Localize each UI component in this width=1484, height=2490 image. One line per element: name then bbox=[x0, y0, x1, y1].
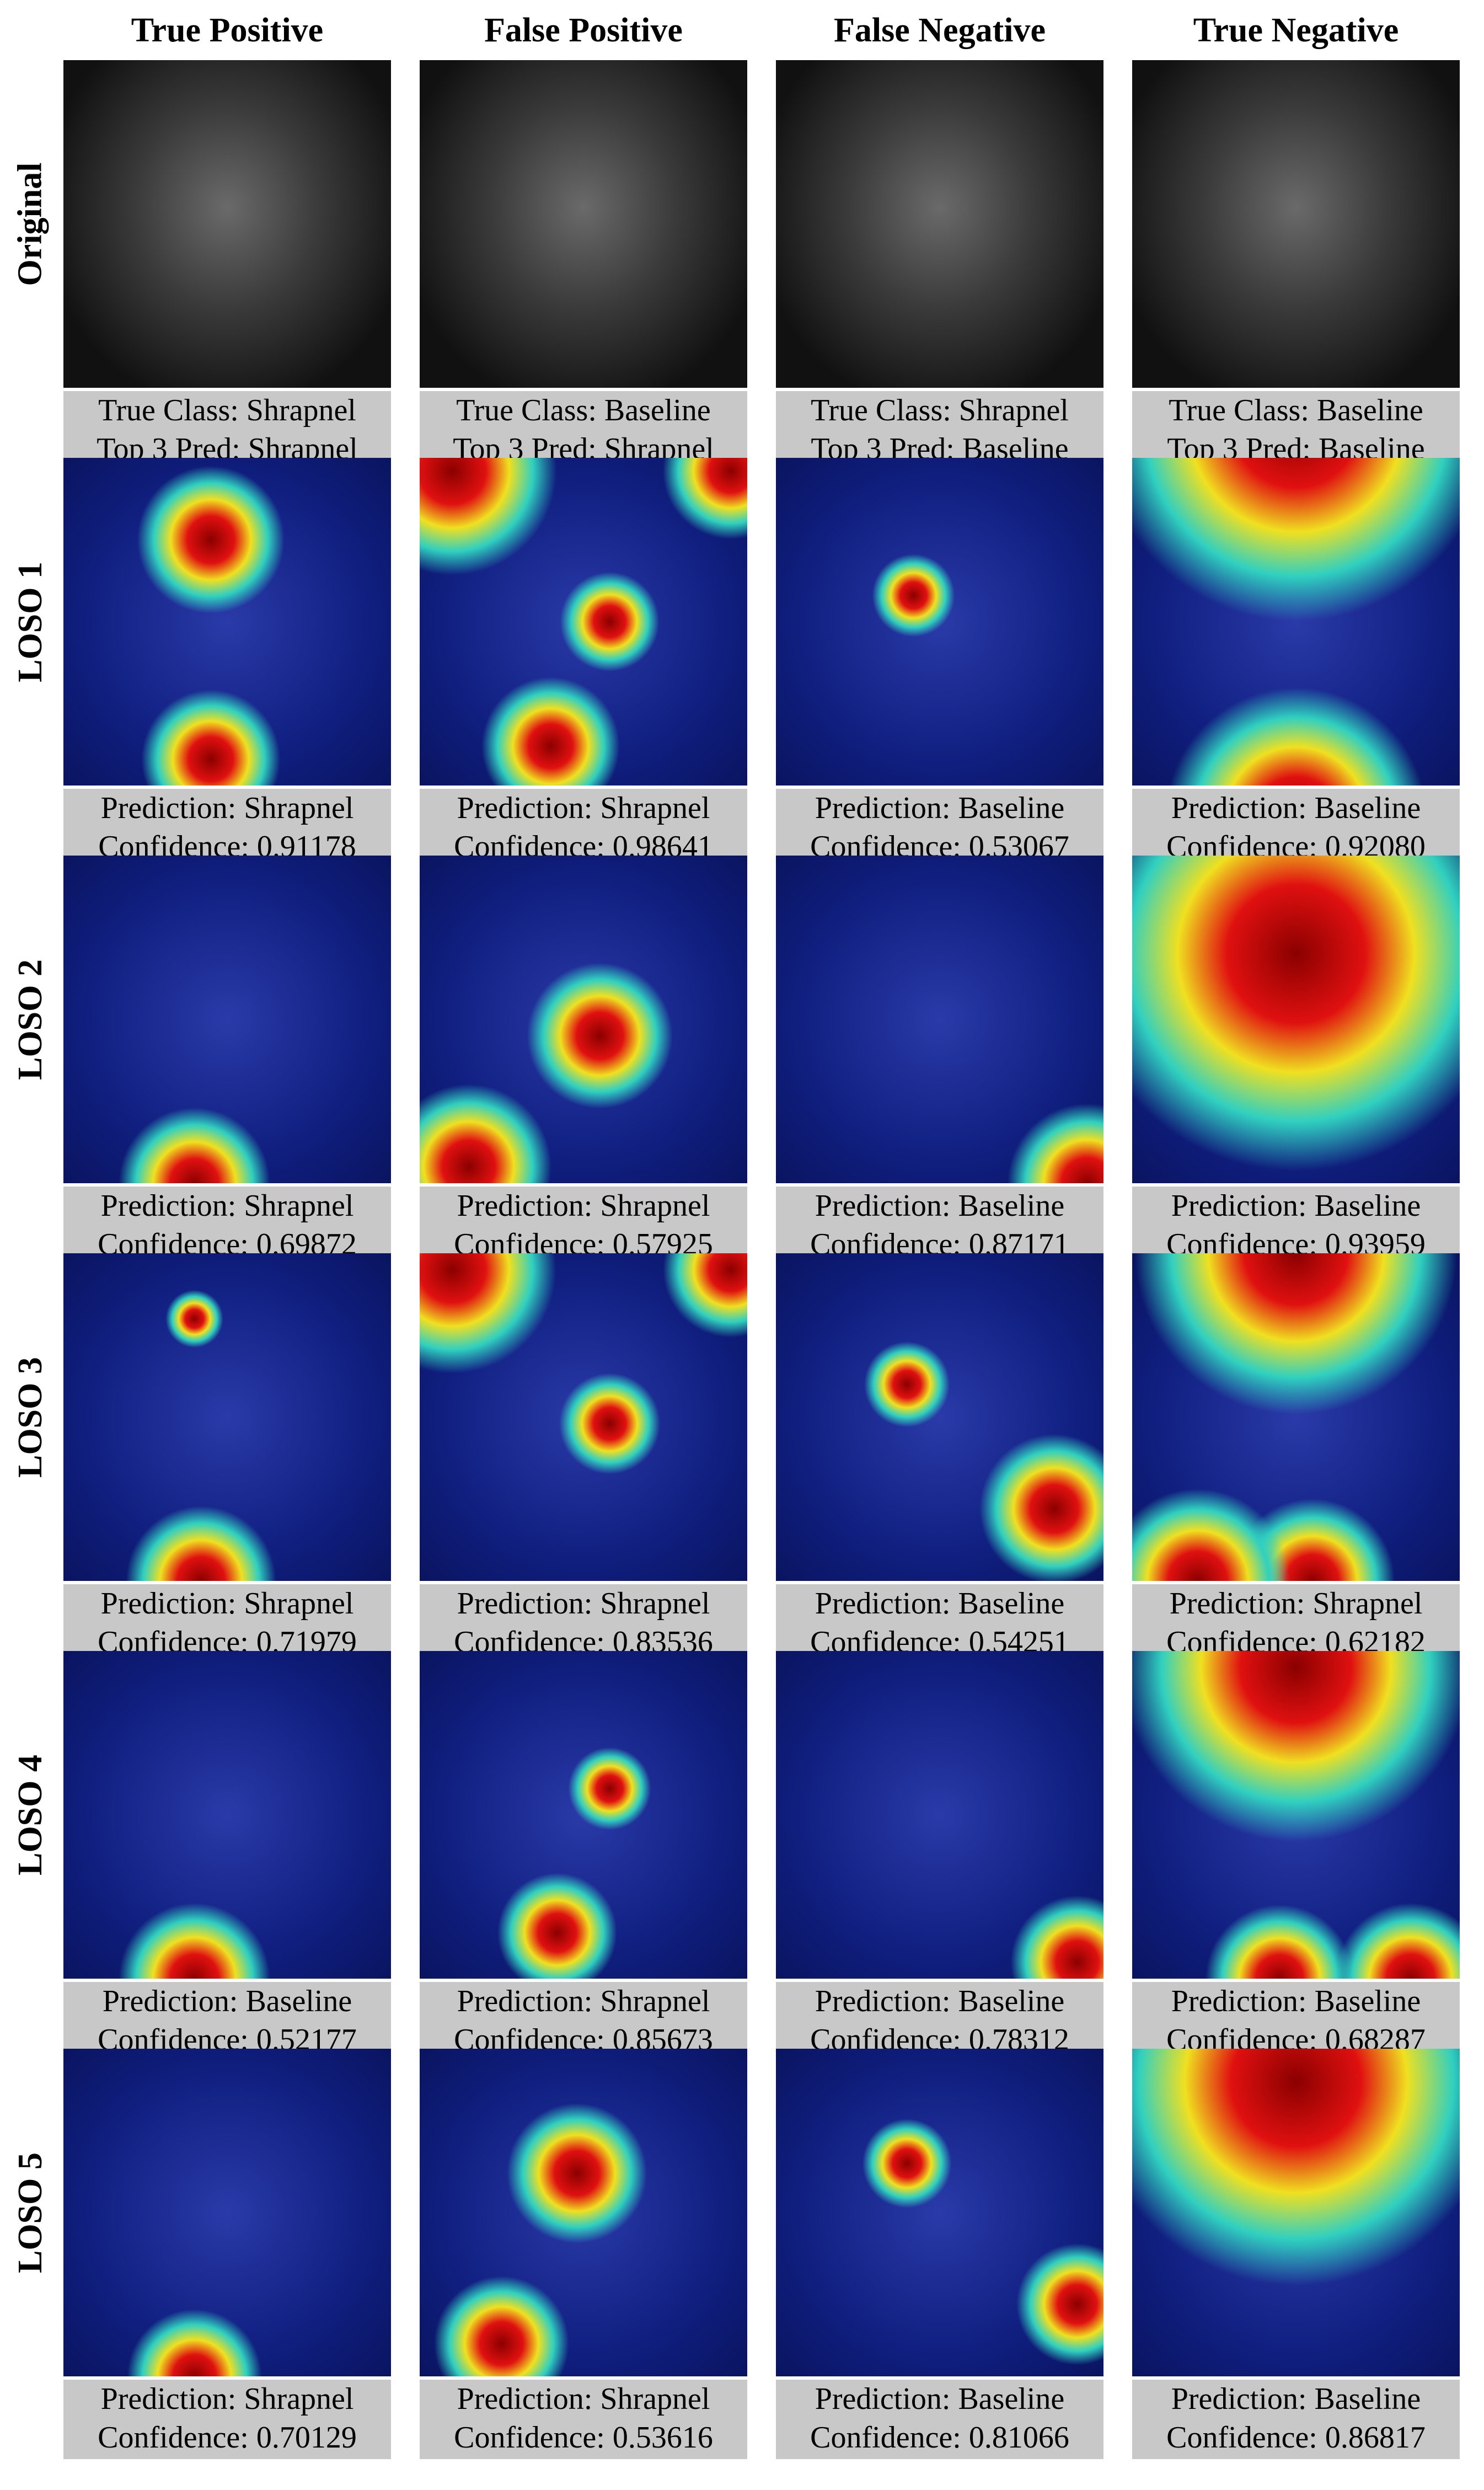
heatmap-image bbox=[420, 856, 747, 1183]
caption-line: Confidence: 0.70129 bbox=[98, 2420, 357, 2455]
heatmap-image bbox=[63, 856, 391, 1183]
heatmap-image bbox=[63, 1651, 391, 1979]
caption-line: Prediction: Baseline bbox=[815, 2382, 1065, 2416]
caption: True Class: Baseline Top 3 Pred: Baseline bbox=[1132, 391, 1460, 471]
caption: Prediction: Baseline Confidence: 0.52177 bbox=[63, 1982, 391, 2061]
caption: Prediction: Baseline Confidence: 0.81066 bbox=[776, 2380, 1103, 2459]
caption-line: Prediction: Shrapnel bbox=[100, 2382, 354, 2416]
column-header: True Positive bbox=[131, 12, 324, 49]
heatmap-image bbox=[420, 1651, 747, 1979]
heatmap-image bbox=[420, 2049, 747, 2376]
heatmap-image bbox=[420, 458, 747, 786]
caption-line: Prediction: Shrapnel bbox=[1169, 1586, 1423, 1621]
row-label: LOSO 2 bbox=[0, 856, 61, 1183]
heatmap-image bbox=[776, 1651, 1103, 1979]
caption-line: Prediction: Shrapnel bbox=[100, 791, 354, 825]
caption-line: Prediction: Baseline bbox=[102, 1984, 352, 2018]
heatmap-image bbox=[63, 1253, 391, 1581]
row-label-text: Original bbox=[11, 162, 49, 286]
ultrasound-image bbox=[776, 60, 1103, 388]
caption-line: Prediction: Baseline bbox=[815, 1984, 1065, 2018]
caption: Prediction: Baseline Confidence: 0.87171 bbox=[776, 1187, 1103, 1266]
heatmap-image bbox=[63, 458, 391, 786]
caption: Prediction: Baseline Confidence: 0.86817 bbox=[1132, 2380, 1460, 2459]
caption: True Class: Shrapnel Top 3 Pred: Shrapnel bbox=[63, 391, 391, 471]
caption-line: True Class: Shrapnel bbox=[98, 393, 356, 428]
row-label: LOSO 5 bbox=[0, 2049, 61, 2376]
caption: True Class: Shrapnel Top 3 Pred: Baseline bbox=[776, 391, 1103, 471]
caption-line: Prediction: Baseline bbox=[815, 1189, 1065, 1223]
caption: True Class: Baseline Top 3 Pred: Shrapnel bbox=[420, 391, 747, 471]
column-header: False Positive bbox=[484, 12, 683, 49]
row-label: LOSO 4 bbox=[0, 1651, 61, 1979]
caption-line: Prediction: Shrapnel bbox=[457, 1586, 710, 1621]
caption-line: Prediction: Baseline bbox=[1171, 2382, 1421, 2416]
caption-line: Prediction: Baseline bbox=[815, 1586, 1065, 1621]
heatmap-image bbox=[776, 856, 1103, 1183]
heatmap-image bbox=[1132, 458, 1460, 786]
heatmap-image bbox=[1132, 1253, 1460, 1581]
caption: Prediction: Shrapnel Confidence: 0.57925 bbox=[420, 1187, 747, 1266]
caption-line: Prediction: Shrapnel bbox=[100, 1586, 354, 1621]
heatmap-image bbox=[776, 458, 1103, 786]
heatmap-image bbox=[776, 2049, 1103, 2376]
column-header: False Negative bbox=[834, 12, 1046, 49]
row-label: LOSO 3 bbox=[0, 1253, 61, 1581]
ultrasound-image bbox=[420, 60, 747, 388]
caption: Prediction: Shrapnel Confidence: 0.83536 bbox=[420, 1584, 747, 1664]
caption-line: True Class: Shrapnel bbox=[811, 393, 1069, 428]
row-label-text: LOSO 3 bbox=[11, 1356, 49, 1478]
caption-line: Confidence: 0.81066 bbox=[810, 2420, 1069, 2455]
caption: Prediction: Shrapnel Confidence: 0.53616 bbox=[420, 2380, 747, 2459]
caption: Prediction: Baseline Confidence: 0.92080 bbox=[1132, 789, 1460, 868]
heatmap-image bbox=[1132, 2049, 1460, 2376]
caption-line: Prediction: Shrapnel bbox=[100, 1189, 354, 1223]
ultrasound-image bbox=[63, 60, 391, 388]
heatmap-image bbox=[776, 1253, 1103, 1581]
row-label: Original bbox=[0, 60, 61, 388]
caption-line: True Class: Baseline bbox=[1169, 393, 1423, 428]
caption: Prediction: Baseline Confidence: 0.93959 bbox=[1132, 1187, 1460, 1266]
caption-line: Prediction: Shrapnel bbox=[457, 1189, 710, 1223]
caption: Prediction: Shrapnel Confidence: 0.70129 bbox=[63, 2380, 391, 2459]
caption-line: Prediction: Baseline bbox=[1171, 1189, 1421, 1223]
heatmap-image bbox=[420, 1253, 747, 1581]
row-label-text: LOSO 4 bbox=[11, 1754, 49, 1875]
caption: Prediction: Shrapnel Confidence: 0.69872 bbox=[63, 1187, 391, 1266]
ultrasound-image bbox=[1132, 60, 1460, 388]
caption: Prediction: Baseline Confidence: 0.53067 bbox=[776, 789, 1103, 868]
caption-line: Prediction: Baseline bbox=[1171, 1984, 1421, 2018]
caption-line: Prediction: Shrapnel bbox=[457, 1984, 710, 2018]
caption-line: Prediction: Shrapnel bbox=[457, 2382, 710, 2416]
caption-line: Prediction: Shrapnel bbox=[457, 791, 710, 825]
caption: Prediction: Shrapnel Confidence: 0.98641 bbox=[420, 789, 747, 868]
heatmap-image bbox=[1132, 856, 1460, 1183]
row-label: LOSO 1 bbox=[0, 458, 61, 786]
heatmap-image bbox=[63, 2049, 391, 2376]
row-label-text: LOSO 2 bbox=[11, 959, 49, 1080]
column-header: True Negative bbox=[1193, 12, 1399, 49]
caption-line: Confidence: 0.86817 bbox=[1166, 2420, 1426, 2455]
row-label-text: LOSO 5 bbox=[11, 2152, 49, 2273]
caption-line: Prediction: Baseline bbox=[815, 791, 1065, 825]
row-label-text: LOSO 1 bbox=[11, 561, 49, 682]
heatmap-image bbox=[1132, 1651, 1460, 1979]
caption-line: Prediction: Baseline bbox=[1171, 791, 1421, 825]
caption-line: True Class: Baseline bbox=[456, 393, 711, 428]
caption-line: Confidence: 0.53616 bbox=[454, 2420, 713, 2455]
